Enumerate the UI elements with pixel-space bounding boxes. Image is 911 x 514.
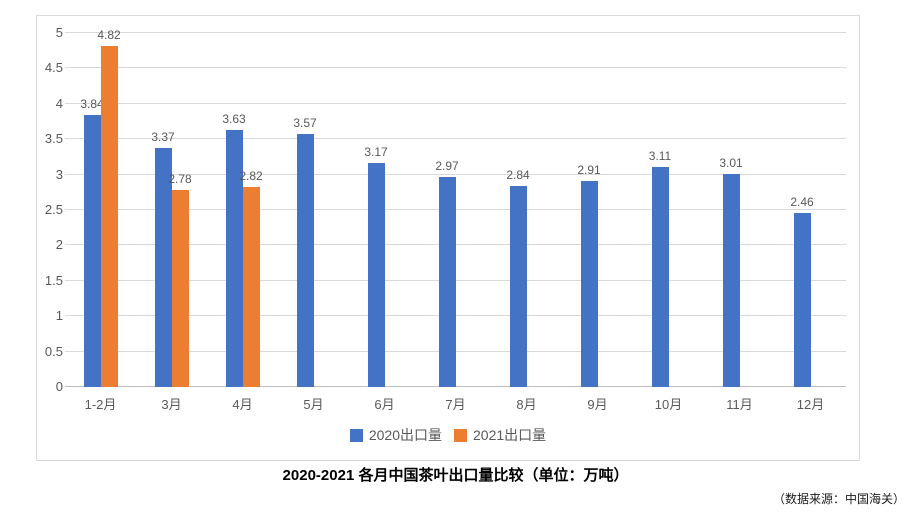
x-tick-label: 4月 [232,397,253,412]
data-label: 2.84 [506,167,530,182]
data-label: 3.84 [80,97,104,112]
data-label: 2.82 [239,169,263,184]
x-tick-label: 11月 [726,397,753,412]
y-tick-label: 3 [55,166,63,182]
legend-swatch [349,428,363,442]
y-tick-label: 0.5 [44,343,63,359]
x-axis: 1-2月 3月 4月 5月 6月 7月 8月 9月 10月 11月 12月 [65,394,846,412]
x-tick-label: 8月 [516,397,537,412]
legend-swatch [454,428,467,442]
y-tick-label: 5 [55,25,63,40]
data-label: 4.82 [97,27,121,42]
bar-series0-cat8 [651,166,669,387]
y-tick-label: 3.5 [44,131,63,147]
gridline [65,350,846,352]
bar-series0-cat6 [509,185,527,387]
data-label: 2.46 [790,194,814,209]
y-tick-label: 0 [55,379,63,394]
y-tick-label: 4.5 [44,60,63,76]
x-tick-label: 9月 [587,397,608,412]
x-tick-label: 5月 [303,397,324,412]
y-tick-label: 1.5 [44,272,63,288]
gridline [65,315,846,317]
plot-area: 3.84 3.37 3.63 3.57 3.17 2.97 2.84 2.91 3.11 3.01… [65,28,846,387]
y-tick-label: 4 [55,95,63,111]
bar-series0-cat9 [722,173,740,387]
data-label: 2.91 [577,162,601,177]
bar-series0-cat3 [296,134,314,387]
x-tick-label: 6月 [374,397,395,412]
x-tick-label: 1-2月 [84,397,117,412]
gridline [65,67,846,69]
legend-item: 2021出口量 [454,425,546,445]
data-label: 2.78 [168,172,192,187]
gridline [65,173,846,175]
chart-title: 2020-2021 各月中国茶叶出口量比较（单位：万吨） [282,467,629,484]
legend-item: 2020出口量 [349,425,442,445]
bar-series0-cat2 [225,130,243,387]
gridline [65,138,846,140]
data-label: 3.17 [364,144,388,159]
bar-series0-cat7 [580,180,598,387]
bar-series1-cat1 [171,190,189,387]
gridline [65,244,846,246]
data-label: 2.97 [435,158,459,173]
legend: 2020出口量 2021出口量 [37,425,859,445]
data-label: 3.11 [648,148,672,163]
source-note: （数据来源：中国海关） [772,492,905,506]
gridline [65,32,846,33]
data-label: 3.37 [151,130,175,145]
gridline [65,102,846,104]
x-tick-label: 12月 [796,397,825,412]
y-tick-label: 1 [55,308,63,324]
gridline [65,209,846,210]
bar-series0-cat1 [154,148,172,387]
x-tick-label: 3月 [161,397,182,412]
data-label: 3.57 [293,116,317,131]
bar-series0-cat4 [367,162,385,387]
bar-series1-cat2 [242,187,260,387]
y-tick-label: 2.5 [44,202,63,217]
bar-series0-cat10 [793,212,811,387]
legend-label: 2021出口量 [473,427,547,443]
data-label: 3.01 [719,155,743,170]
x-tick-label: 10月 [654,397,683,412]
y-axis: 0 0.5 1 1.5 2 2.5 3 3.5 4 4.5 5 [39,25,65,394]
bar-series0-cat0 [83,115,101,387]
legend-label: 2020出口量 [368,427,442,443]
bar-series0-cat5 [438,176,456,387]
chart-container: 0 0.5 1 1.5 2 2.5 3 3.5 4 4.5 5 3.84 3.37 3.63 3.57 3.… [36,15,860,461]
gridline [65,279,846,281]
bar-series1-cat0 [100,45,118,387]
x-tick-label: 7月 [445,397,466,412]
data-label: 3.63 [222,112,246,126]
y-tick-label: 2 [55,237,63,253]
gridline [65,386,846,387]
